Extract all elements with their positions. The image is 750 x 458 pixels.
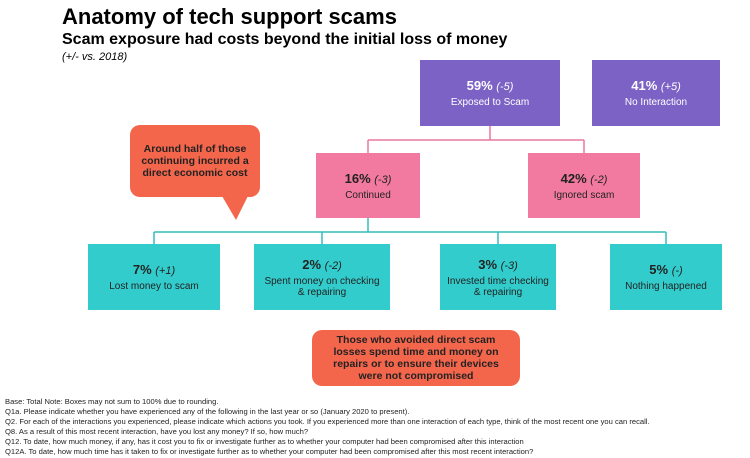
subtitle: Scam exposure had costs beyond the initi…: [62, 31, 508, 48]
node: 2% (-2) Spent money on checking & repairi…: [254, 244, 390, 310]
note: (+/- vs. 2018): [62, 51, 128, 63]
node: 41% (+5) No Interaction: [592, 60, 720, 126]
footnote: Q8. As a result of this most recent inte…: [5, 427, 309, 436]
node: 59% (-5) Exposed to Scam: [420, 60, 560, 126]
callout: Those who avoided direct scam losses spe…: [312, 330, 520, 386]
node: 7% (+1) Lost money to scam: [88, 244, 220, 310]
footnote: Q12A. To date, how much time has it take…: [5, 447, 534, 456]
title: Anatomy of tech support scams: [62, 4, 397, 29]
node: 16% (-3) Continued: [316, 153, 420, 218]
footnote: Q12. To date, how much money, if any, ha…: [5, 437, 524, 446]
footnote: Base: Total Note: Boxes may not sum to 1…: [5, 397, 219, 406]
footnote: Q2. For each of the interactions you exp…: [5, 417, 650, 426]
callout: Around half of those continuing incurred…: [130, 125, 260, 197]
node: 3% (-3) Invested time checking & repairin…: [440, 244, 556, 310]
footnote: Q1a. Please indicate whether you have ex…: [5, 407, 410, 416]
node: 5% (-) Nothing happened: [610, 244, 722, 310]
node: 42% (-2) Ignored scam: [528, 153, 640, 218]
footnotes: Base: Total Note: Boxes may not sum to 1…: [5, 397, 650, 457]
